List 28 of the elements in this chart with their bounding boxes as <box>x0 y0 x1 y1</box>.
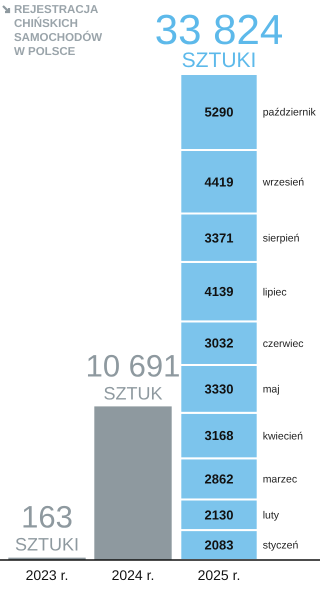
series-label: czerwiec <box>262 338 304 350</box>
bar <box>94 406 172 560</box>
series-label: styczeń <box>262 540 298 552</box>
total-label: 10 691 SZTUK <box>86 348 180 404</box>
data-label: 4139 <box>204 284 234 300</box>
x-tick-label: 2024 r. <box>112 567 154 583</box>
series-label: październik <box>262 106 317 119</box>
total-label: 33 824 SZTUKI <box>154 6 284 72</box>
series-label: lipiec <box>262 286 287 298</box>
series-label: sierpień <box>262 232 300 244</box>
series-label: luty <box>262 509 280 522</box>
series-label: marzec <box>262 474 298 486</box>
data-label: 3168 <box>204 428 234 444</box>
x-tick-label: 2023 r. <box>26 567 68 583</box>
series-label: maj <box>262 384 280 396</box>
data-label: 4419 <box>204 174 234 190</box>
data-label: 3330 <box>204 381 234 396</box>
chart-title: REJESTRACJA CHIŃSKICH SAMOCHODÓW W POLSCE <box>14 4 102 58</box>
data-label: 2130 <box>204 507 234 522</box>
series-label: wrzesień <box>262 176 304 188</box>
data-label: 3371 <box>204 230 234 246</box>
data-label: 2083 <box>204 538 234 553</box>
data-label: 5290 <box>204 104 234 120</box>
data-label: 3032 <box>204 336 234 351</box>
total-label: 163 SZTUKI <box>14 500 80 555</box>
data-label: 2862 <box>204 471 234 486</box>
series-label: kwiecień <box>262 430 304 442</box>
x-tick-label: 2025 r. <box>198 567 240 583</box>
